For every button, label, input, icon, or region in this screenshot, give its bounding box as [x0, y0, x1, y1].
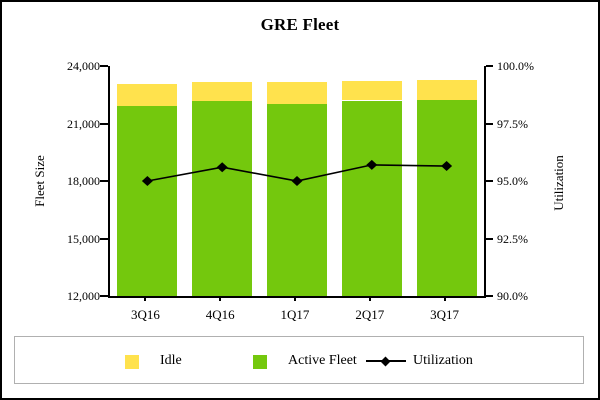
right-axis-tick-label: 97.5%: [497, 116, 528, 131]
x-axis-tick: [144, 296, 147, 301]
active-fleet-bar-segment: [117, 106, 178, 296]
left-axis-tick: [100, 237, 108, 240]
left-axis-tick-label: 12,000: [67, 289, 100, 303]
x-axis-tick: [443, 296, 446, 301]
right-axis-tick: [486, 180, 493, 182]
left-axis-tick-label: 24,000: [67, 59, 100, 73]
left-axis-tick: [100, 295, 108, 297]
utilization-diamond-marker: [291, 176, 303, 186]
active-fleet-bar-segment: [416, 99, 477, 296]
right-axis-tick: [486, 237, 493, 240]
plot-inner: [110, 66, 484, 296]
x-axis-tick: [294, 296, 296, 301]
right-axis-tick: [486, 65, 493, 67]
idle-bar-segment: [267, 82, 327, 105]
active-fleet-bar-segment: [267, 104, 327, 296]
right-axis-tick-label: 92.5%: [497, 231, 528, 246]
utilization-line-layer: [141, 159, 453, 186]
legend-diamond-icon: [380, 356, 391, 367]
right-axis-tick-label: 100.0%: [497, 59, 534, 73]
right-axis-tick-label: 95.0%: [497, 174, 528, 188]
left-axis-tick-label: 18,000: [67, 174, 100, 188]
legend-swatch-idle: [125, 355, 139, 369]
x-axis-tick: [368, 296, 371, 301]
x-axis-category-label: 1Q17: [280, 307, 310, 322]
left-axis-tick: [100, 122, 108, 125]
legend-label-utilization: Utilization: [413, 353, 473, 368]
x-axis-category-label: 2Q17: [355, 307, 385, 322]
legend-swatch-active-fleet: [253, 355, 267, 369]
utilization-diamond-marker: [141, 176, 153, 186]
x-axis-tick: [219, 296, 222, 301]
idle-bar-segment: [416, 80, 477, 100]
idle-bar-segment: [341, 81, 402, 101]
left-axis-tick-label: 15,000: [67, 231, 100, 246]
x-axis-category-label: 4Q16: [205, 307, 235, 322]
x-axis-category-label: 3Q16: [130, 307, 160, 322]
utilization-diamond-marker: [366, 159, 378, 170]
left-axis-tick: [100, 65, 108, 67]
right-axis-tick: [486, 295, 493, 297]
active-fleet-bar-segment: [192, 101, 253, 296]
legend-label-idle: Idle: [160, 353, 182, 368]
utilization-diamond-marker: [216, 162, 228, 173]
left-axis-tick-label: 21,000: [67, 116, 100, 131]
x-axis-category-label: 3Q17: [430, 307, 460, 322]
left-axis-tick: [100, 180, 108, 182]
plot-area: [108, 66, 486, 298]
right-axis-tick-label: 90.0%: [497, 289, 528, 303]
idle-bar-segment: [117, 84, 178, 107]
legend-box: Idle Active Fleet Utilization: [14, 336, 584, 384]
chart-title: GRE Fleet: [260, 15, 340, 34]
right-axis-tick: [486, 122, 493, 125]
right-axis-title: Utilization: [551, 155, 566, 211]
utilization-diamond-marker: [441, 161, 453, 172]
active-fleet-bar-segment: [341, 100, 402, 296]
idle-bar-segment: [192, 82, 253, 102]
legend-label-active-fleet: Active Fleet: [288, 353, 357, 368]
